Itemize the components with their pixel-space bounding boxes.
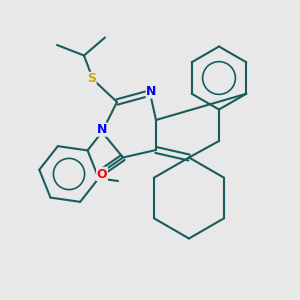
Text: S: S	[87, 72, 96, 86]
Text: N: N	[97, 123, 107, 136]
Text: N: N	[146, 85, 157, 98]
Text: O: O	[97, 167, 107, 181]
